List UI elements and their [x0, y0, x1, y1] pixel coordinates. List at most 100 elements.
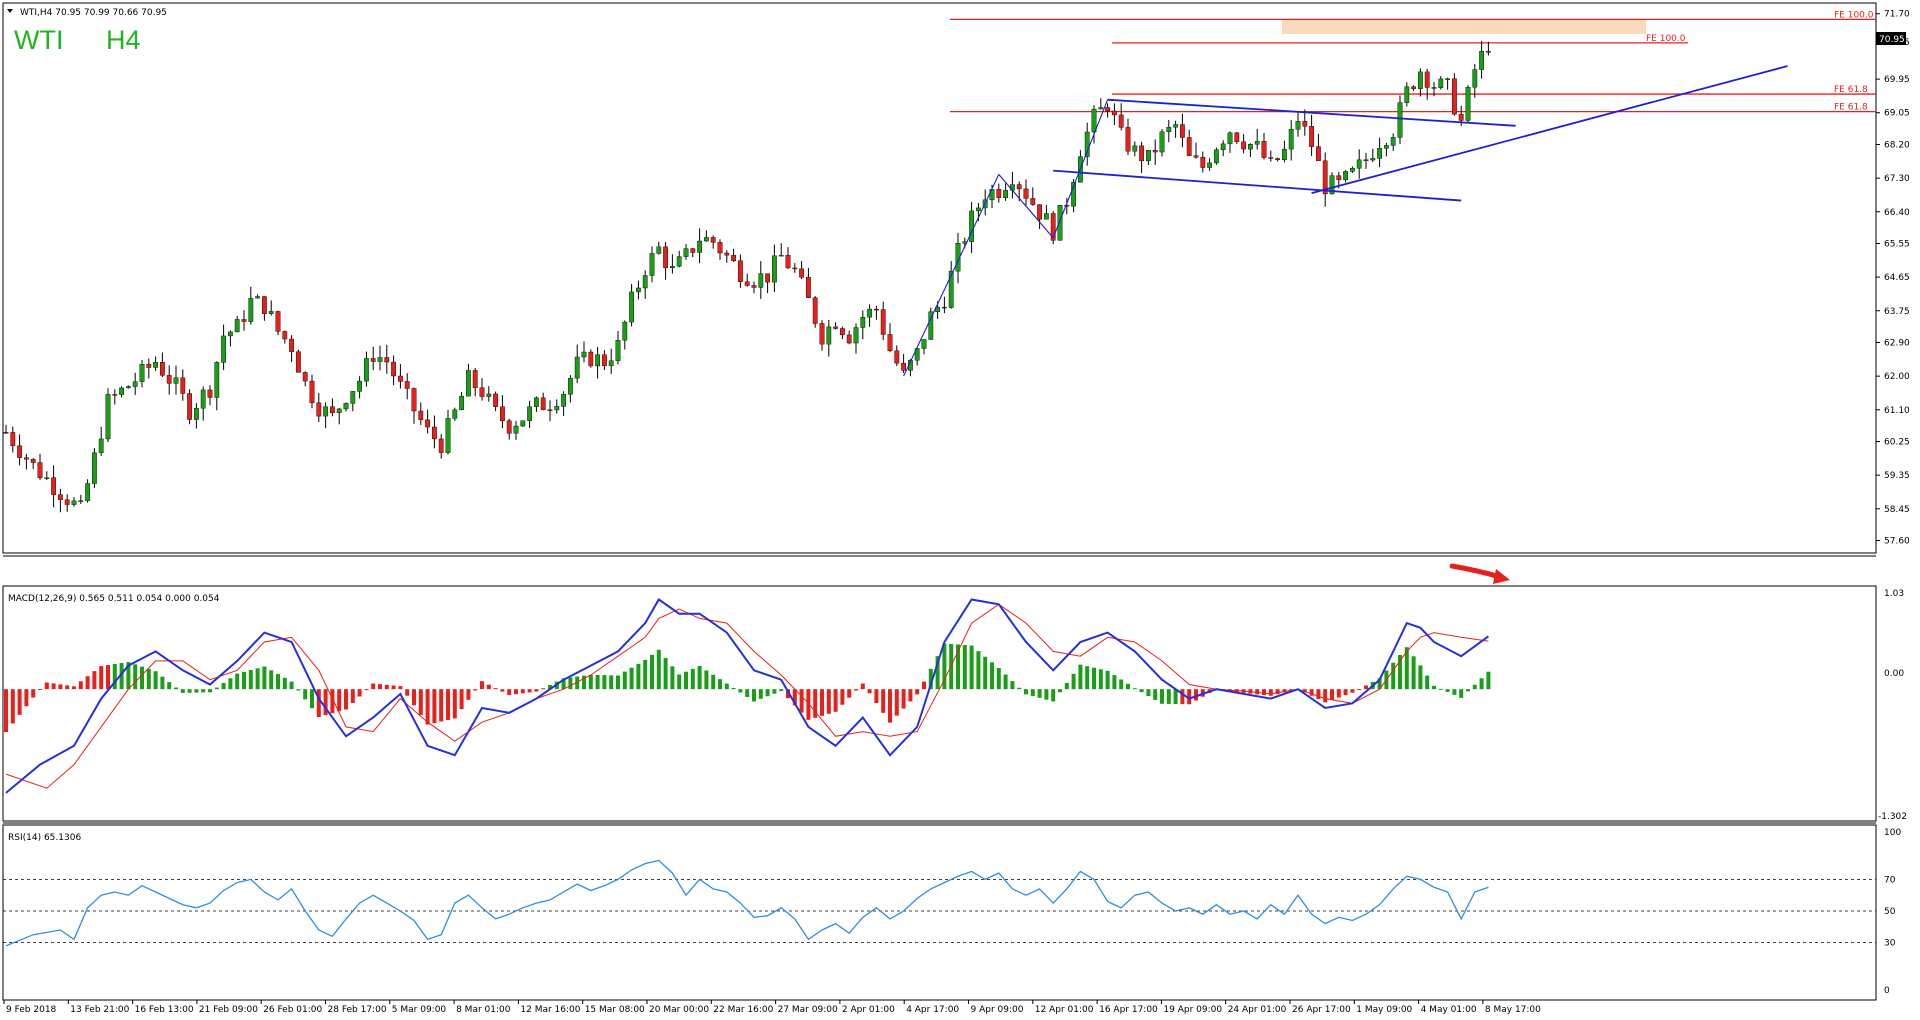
candle-body [1329, 175, 1335, 195]
candle-body [1458, 113, 1464, 121]
candle-body [452, 409, 458, 419]
macd-hist-bar [704, 670, 709, 690]
rsi-ytick: 50 [1884, 907, 1896, 917]
macd-hist-bar [548, 684, 552, 690]
current-price-tag: 70.95 [1876, 32, 1906, 45]
macd-hist-bar [718, 679, 722, 690]
candle-body [221, 335, 226, 363]
macd-hist-bar [1486, 671, 1491, 690]
macd-hist-bar [541, 688, 546, 690]
candle-body [78, 500, 84, 502]
candle-body [622, 321, 628, 341]
candle-body [1295, 121, 1301, 130]
macd-hist-bar [1003, 674, 1008, 690]
candle-body [744, 281, 750, 286]
candle-body [1390, 137, 1396, 146]
candle-body [486, 393, 492, 397]
candle-body [438, 438, 444, 453]
macd-hist-bar [187, 689, 192, 693]
candle-body [636, 287, 641, 293]
candle-body [778, 254, 784, 257]
candle-body [826, 326, 832, 345]
candle-body [1125, 127, 1131, 152]
candle-body [1315, 146, 1321, 162]
candle-body [1145, 149, 1151, 162]
candle-body [166, 375, 172, 384]
macd-hist-bar [1282, 689, 1287, 693]
candle-body [1472, 69, 1478, 88]
macd-hist-bar [1098, 669, 1103, 690]
candle-body [64, 499, 70, 505]
macd-hist-bar [1024, 689, 1028, 695]
candle-body [1213, 149, 1219, 164]
candle-body [3, 431, 9, 434]
candle-body [227, 331, 233, 337]
candle-body [717, 242, 723, 254]
candle-body [799, 268, 805, 278]
price-ytick: 67.30 [1884, 174, 1910, 184]
candle-body [1261, 141, 1267, 158]
macd-hist-bar [276, 674, 280, 690]
macd-hist-bar [901, 689, 906, 709]
candle-body [1438, 78, 1444, 88]
macd-hist-bar [1064, 683, 1069, 690]
macd-hist-bar [942, 643, 947, 690]
macd-histogram [4, 643, 1491, 733]
candle-body [751, 285, 757, 288]
macd-hist-bar [690, 668, 695, 690]
macd-hist-bar [602, 675, 607, 690]
svg-text:70.95: 70.95 [1879, 35, 1905, 45]
macd-hist-bar [568, 677, 573, 690]
candle-body [316, 402, 322, 417]
macd-hist-bar [588, 674, 593, 690]
macd-hist-bar [731, 687, 736, 690]
candle-body [1377, 148, 1383, 159]
candle-body [391, 361, 396, 377]
candle-body [880, 309, 886, 335]
candle-body [1309, 126, 1315, 147]
macd-hist-bar [507, 689, 512, 696]
candle-body [357, 380, 362, 392]
time-tick-label: 13 Feb 21:00 [70, 1005, 129, 1015]
candle-body [1424, 71, 1430, 88]
macd-hist-bar [663, 658, 668, 690]
chart-symbol-line: WTI,H4 70.95 70.99 70.66 70.95 [20, 8, 167, 18]
candle-body [1064, 205, 1070, 207]
candle-body [921, 339, 927, 349]
price-ytick: 60.25 [1884, 438, 1910, 448]
macd-hist-bar [922, 681, 926, 690]
macd-ytick-bottom: -1.302 [1878, 812, 1907, 822]
macd-hist-bar [595, 674, 600, 690]
time-tick-label: 4 Apr 17:00 [906, 1005, 959, 1015]
macd-hist-bar [765, 689, 770, 697]
macd-hist-bar [697, 666, 702, 690]
candle-body [969, 210, 975, 242]
dropdown-triangle-icon[interactable] [7, 9, 13, 13]
candle-body [180, 377, 186, 394]
candle-body [1451, 78, 1457, 115]
time-tick-label: 24 Apr 01:00 [1228, 1005, 1287, 1015]
macd-hist-bar [316, 689, 321, 717]
candle-body [1281, 148, 1287, 160]
candle-body [1370, 158, 1376, 161]
macd-hist-bar [677, 674, 682, 690]
candle-body [649, 253, 655, 276]
macd-hist-bar [928, 668, 933, 690]
candle-body [1397, 102, 1403, 138]
candle-body [350, 391, 356, 404]
macd-hist-bar [1058, 689, 1062, 693]
macd-hist-bar [1017, 687, 1022, 690]
macd-hist-bar [738, 689, 743, 693]
candle-body [1091, 108, 1097, 133]
price-ytick: 69.95 [1884, 75, 1910, 85]
macd-hist-bar [1316, 689, 1321, 700]
candle-body [234, 319, 240, 333]
macd-hist-bar [758, 689, 763, 699]
candle-body [874, 308, 879, 311]
candle-body [928, 311, 934, 340]
price-ytick: 71.70 [1884, 10, 1910, 20]
macd-hist-bar [1119, 679, 1124, 690]
macd-hist-bar [446, 689, 450, 720]
candle-body [1227, 132, 1233, 145]
